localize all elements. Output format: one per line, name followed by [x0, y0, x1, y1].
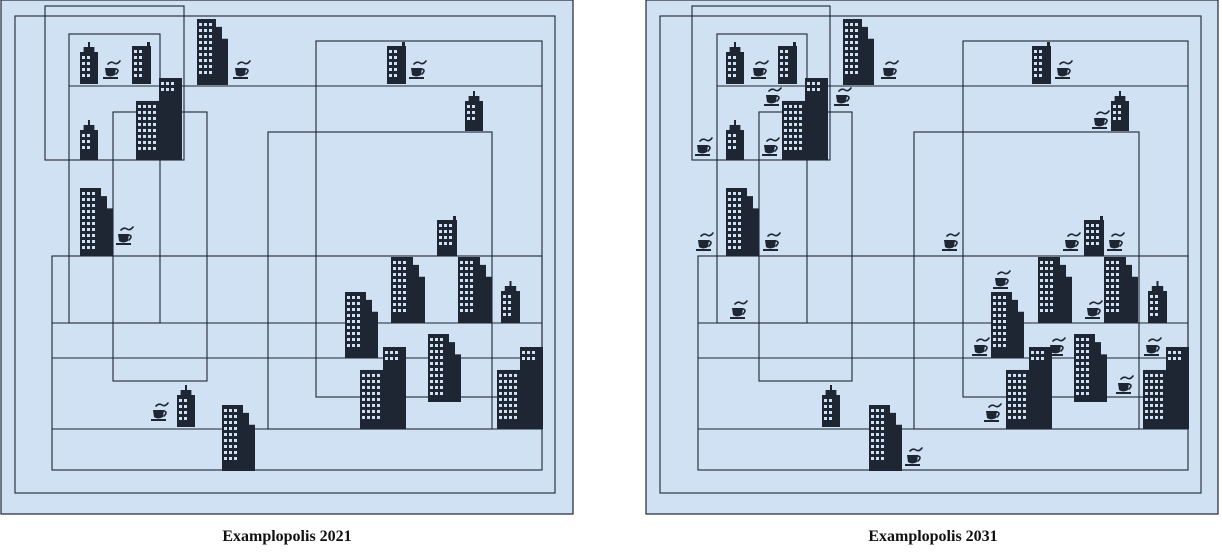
- building-icon: [843, 19, 874, 85]
- building-icon: [1111, 91, 1129, 131]
- cafe-icon: [1085, 300, 1103, 319]
- cafe-icon: [103, 60, 121, 79]
- cafe-icon: [1092, 110, 1110, 129]
- building-icon: [177, 385, 195, 427]
- building-icon: [222, 405, 255, 471]
- building-icon: [465, 91, 483, 131]
- buildings: [80, 19, 543, 471]
- cafe-icon: [1055, 60, 1073, 79]
- cafes: [695, 60, 1162, 466]
- building-icon: [80, 188, 113, 256]
- building-icon: [80, 120, 98, 160]
- building-icon: [869, 405, 902, 471]
- building-icon: [1104, 257, 1138, 323]
- cafe-icon: [972, 337, 990, 356]
- cafe-icon: [751, 60, 769, 79]
- building-icon: [726, 120, 744, 160]
- buildings: [726, 19, 1189, 471]
- cafe-icon: [763, 232, 781, 251]
- map-panel-2021: [0, 0, 574, 515]
- cafe-icon: [696, 232, 714, 251]
- cafe-icon: [762, 137, 780, 156]
- building-icon: [1006, 347, 1052, 429]
- building-icon: [136, 78, 182, 160]
- cafe-icon: [1116, 375, 1134, 394]
- panel-caption-2031: Examplopolis 2031: [868, 528, 998, 545]
- cafe-icon: [151, 402, 169, 421]
- map-panel-2031: [645, 0, 1219, 515]
- cafe-icon: [695, 137, 713, 156]
- building-icon: [726, 188, 759, 256]
- building-icon: [1084, 216, 1104, 256]
- building-icon: [1074, 334, 1107, 402]
- cafe-icon: [993, 270, 1011, 289]
- building-icon: [497, 347, 543, 429]
- cafe-icon: [730, 300, 748, 319]
- building-icon: [458, 257, 492, 323]
- building-icon: [822, 385, 840, 427]
- cafe-icon: [1048, 337, 1066, 356]
- building-icon: [80, 42, 98, 84]
- cafes: [103, 60, 427, 421]
- cafe-icon: [233, 60, 251, 79]
- building-icon: [360, 347, 406, 429]
- cafe-icon: [1144, 337, 1162, 356]
- building-icon: [132, 42, 151, 84]
- building-icon: [345, 292, 378, 358]
- building-icon: [726, 42, 744, 84]
- cafe-icon: [984, 403, 1002, 422]
- building-icon: [1143, 347, 1189, 429]
- building-icon: [387, 42, 406, 84]
- cafe-icon: [1107, 232, 1125, 251]
- cafe-icon: [764, 87, 782, 106]
- cafe-icon: [409, 60, 427, 79]
- building-icon: [1148, 281, 1167, 323]
- cafe-icon: [1063, 232, 1081, 251]
- building-icon: [782, 78, 828, 160]
- cafe-icon: [116, 226, 134, 245]
- building-icon: [778, 42, 797, 84]
- building-icon: [437, 216, 457, 256]
- building-icon: [1032, 42, 1051, 84]
- cafe-icon: [942, 232, 960, 251]
- building-icon: [428, 334, 461, 402]
- panel-caption-2021: Examplopolis 2021: [222, 528, 352, 545]
- building-icon: [991, 292, 1024, 358]
- cafe-icon: [905, 447, 923, 466]
- cafe-icon: [881, 60, 899, 79]
- building-icon: [1038, 257, 1072, 323]
- building-icon: [391, 257, 425, 323]
- building-icon: [197, 19, 228, 85]
- cafe-icon: [834, 87, 852, 106]
- building-icon: [501, 281, 520, 323]
